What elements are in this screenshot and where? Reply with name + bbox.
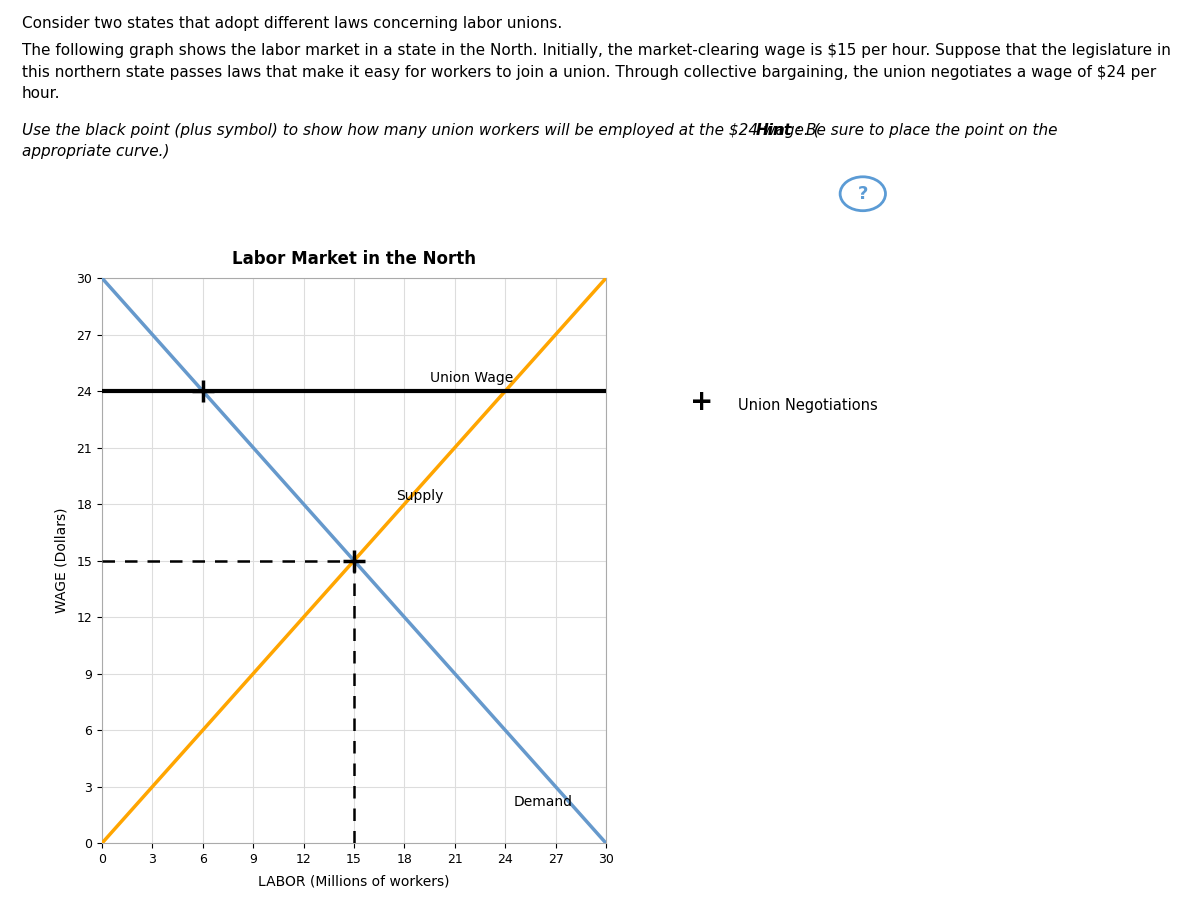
Text: hour.: hour. [22,86,60,101]
Text: Demand: Demand [514,795,572,808]
Text: Supply: Supply [396,490,443,503]
Title: Labor Market in the North: Labor Market in the North [232,250,476,268]
Text: : Be sure to place the point on the: : Be sure to place the point on the [796,123,1057,138]
Text: appropriate curve.): appropriate curve.) [22,144,169,160]
Text: ?: ? [858,185,868,203]
Text: this northern state passes laws that make it easy for workers to join a union. T: this northern state passes laws that mak… [22,65,1156,80]
Y-axis label: WAGE (Dollars): WAGE (Dollars) [54,508,68,614]
Text: +: + [690,388,714,416]
Text: Consider two states that adopt different laws concerning labor unions.: Consider two states that adopt different… [22,16,562,31]
X-axis label: LABOR (Millions of workers): LABOR (Millions of workers) [258,875,450,888]
Text: Use the black point (plus symbol) to show how many union workers will be employe: Use the black point (plus symbol) to sho… [22,123,820,138]
Text: Union Negotiations: Union Negotiations [738,397,877,413]
Text: Union Wage: Union Wage [430,370,512,385]
Text: Hint: Hint [756,123,792,138]
Text: The following graph shows the labor market in a state in the North. Initially, t: The following graph shows the labor mark… [22,43,1170,58]
